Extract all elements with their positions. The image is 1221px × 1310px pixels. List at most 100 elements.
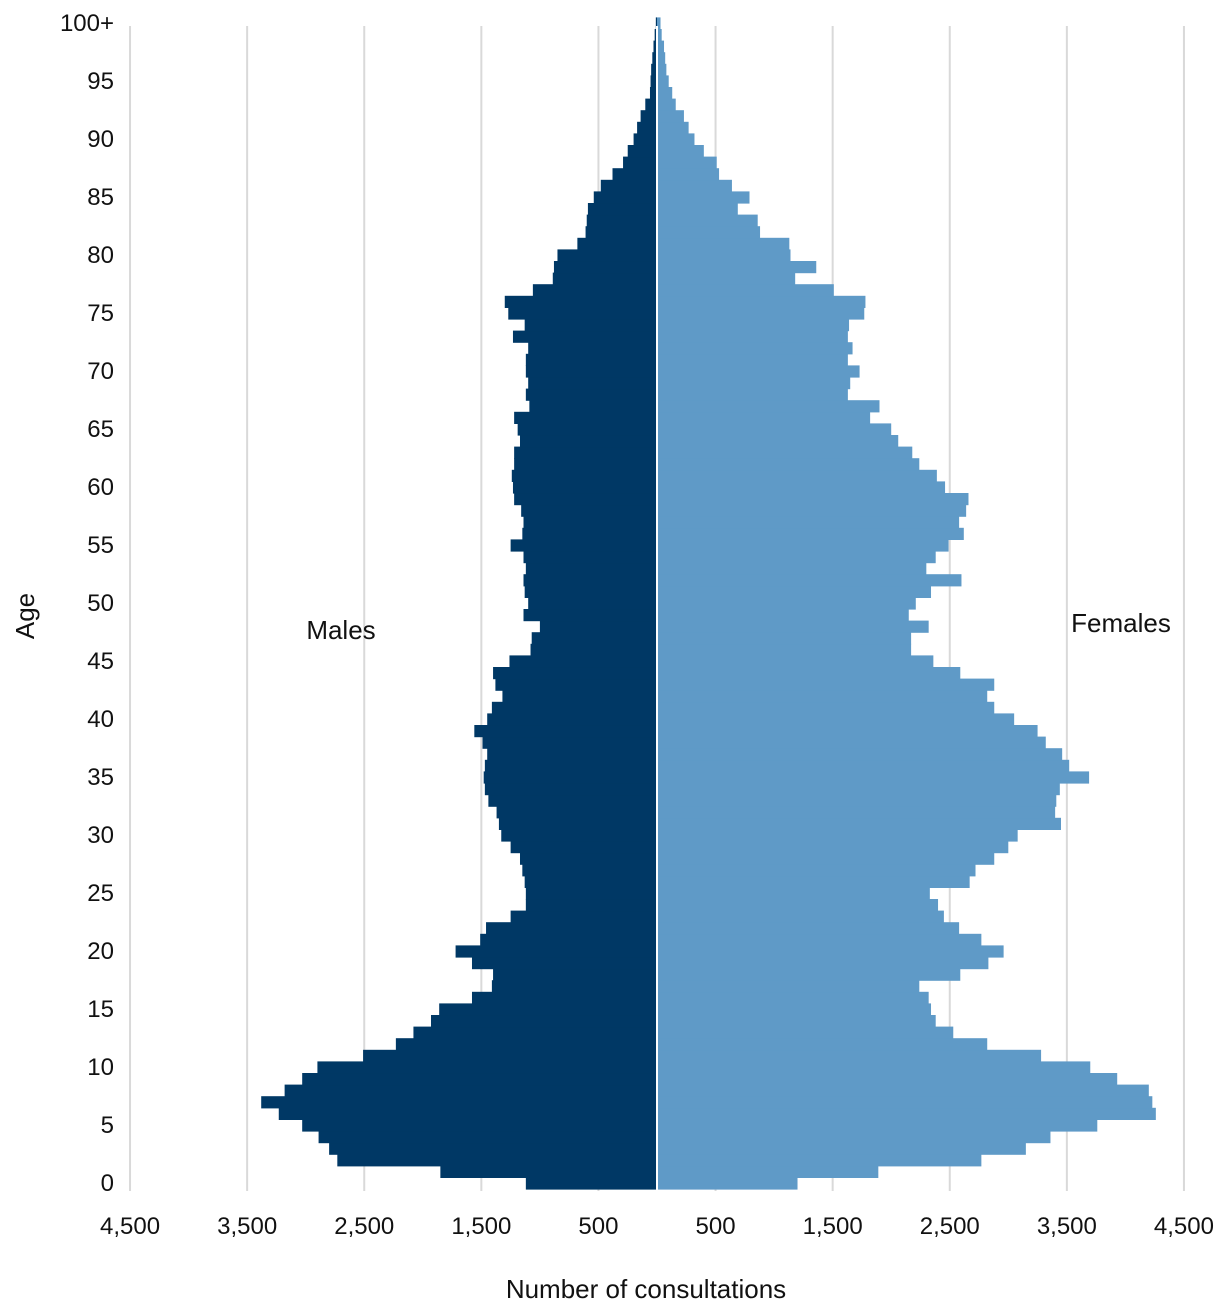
bar-males-age-92 bbox=[640, 110, 657, 123]
bar-males-age-48 bbox=[539, 620, 657, 633]
bar-females-age-29 bbox=[657, 841, 1009, 854]
bar-females-age-39 bbox=[657, 725, 1038, 738]
bar-males-age-26 bbox=[524, 875, 657, 888]
bar-males-age-27 bbox=[522, 864, 657, 877]
bar-males-age-5 bbox=[302, 1119, 657, 1132]
bar-males-age-29 bbox=[510, 841, 657, 854]
bar-females-age-27 bbox=[657, 864, 976, 877]
x-tick-label: 1,500 bbox=[803, 1213, 863, 1240]
bar-females-age-57 bbox=[657, 516, 960, 529]
bar-males-age-24 bbox=[525, 899, 657, 912]
bar-males-age-15 bbox=[439, 1003, 657, 1016]
bar-females-age-10 bbox=[657, 1061, 1091, 1074]
y-tick-label: 40 bbox=[87, 706, 114, 733]
bar-females-age-1 bbox=[657, 1165, 879, 1178]
bar-males-age-97 bbox=[652, 52, 657, 65]
bar-females-age-48 bbox=[657, 620, 929, 633]
males-label: Males bbox=[306, 615, 375, 645]
bar-females-age-43 bbox=[657, 678, 995, 691]
bar-males-age-89 bbox=[627, 145, 657, 158]
bar-males-age-33 bbox=[488, 794, 657, 807]
y-tick-label: 15 bbox=[87, 996, 114, 1023]
bar-males-age-79 bbox=[553, 261, 657, 274]
bar-males-age-23 bbox=[510, 910, 657, 923]
bar-males-age-75 bbox=[508, 307, 657, 320]
x-tick-label: 2,500 bbox=[334, 1213, 394, 1240]
bar-females-age-88 bbox=[657, 156, 717, 169]
bar-males-age-59 bbox=[514, 493, 657, 506]
bar-females-age-7 bbox=[657, 1096, 1153, 1109]
bar-males-age-77 bbox=[532, 284, 657, 297]
females-label: Females bbox=[1071, 608, 1171, 638]
bar-males-age-71 bbox=[525, 353, 657, 366]
bar-males-age-52 bbox=[523, 574, 657, 587]
bar-females-age-73 bbox=[657, 330, 848, 343]
bar-females-age-46 bbox=[657, 643, 912, 656]
bar-females-age-82 bbox=[657, 226, 761, 239]
bar-females-age-2 bbox=[657, 1154, 982, 1167]
bar-females-age-65 bbox=[657, 423, 892, 436]
bar-females-age-19 bbox=[657, 957, 989, 970]
bar-males-age-37 bbox=[487, 748, 657, 761]
x-tick-label: 500 bbox=[578, 1213, 618, 1240]
y-tick-label: 60 bbox=[87, 474, 114, 501]
bar-males-age-31 bbox=[498, 817, 657, 830]
bar-females-age-44 bbox=[657, 667, 961, 680]
bar-females-age-41 bbox=[657, 701, 995, 714]
bar-males-age-67 bbox=[529, 400, 657, 413]
y-tick-label: 45 bbox=[87, 648, 114, 675]
bar-males-age-68 bbox=[525, 388, 657, 401]
bar-females-age-90 bbox=[657, 133, 695, 146]
bar-females-age-79 bbox=[657, 261, 817, 274]
bar-females-age-23 bbox=[657, 910, 944, 923]
bar-females-age-72 bbox=[657, 342, 853, 355]
bar-females-age-69 bbox=[657, 377, 851, 390]
bar-males-age-38 bbox=[482, 736, 657, 749]
bar-males-age-35 bbox=[483, 771, 657, 784]
bar-females-age-36 bbox=[657, 759, 1070, 772]
bar-males-age-7 bbox=[261, 1096, 657, 1109]
bar-females-age-87 bbox=[657, 168, 720, 181]
bar-males-age-87 bbox=[612, 168, 657, 181]
bar-males-age-10 bbox=[317, 1061, 657, 1074]
bar-males-age-17 bbox=[491, 980, 657, 993]
bar-females-age-71 bbox=[657, 353, 848, 366]
bars bbox=[261, 17, 1156, 1190]
bar-males-age-19 bbox=[471, 957, 657, 970]
bar-females-age-5 bbox=[657, 1119, 1098, 1132]
bar-males-age-56 bbox=[522, 527, 657, 540]
bar-males-age-58 bbox=[521, 504, 657, 517]
bar-females-age-85 bbox=[657, 191, 750, 204]
bar-males-age-16 bbox=[471, 991, 657, 1004]
bar-females-age-95 bbox=[657, 75, 669, 88]
bar-females-age-30 bbox=[657, 829, 1018, 842]
bar-females-age-38 bbox=[657, 736, 1046, 749]
bar-females-age-14 bbox=[657, 1015, 936, 1028]
bar-females-age-94 bbox=[657, 87, 673, 100]
bar-females-age-20 bbox=[657, 945, 1004, 958]
bar-females-age-35 bbox=[657, 771, 1090, 784]
bar-females-age-66 bbox=[657, 411, 871, 424]
bar-females-age-51 bbox=[657, 585, 932, 598]
bar-females-age-86 bbox=[657, 179, 732, 192]
bar-males-age-81 bbox=[577, 237, 657, 250]
bar-males-age-14 bbox=[430, 1015, 657, 1028]
bar-females-age-63 bbox=[657, 446, 913, 459]
x-axis-ticks: 4,500 3,500 2,500 1,500 500 500 1,500 2,500 3,50… bbox=[100, 1213, 1214, 1240]
bar-females-age-67 bbox=[657, 400, 880, 413]
y-tick-label: 85 bbox=[87, 184, 114, 211]
y-axis-title: Age bbox=[10, 593, 40, 639]
bar-females-age-97 bbox=[657, 52, 666, 65]
bar-males-age-99 bbox=[654, 29, 657, 42]
bar-females-age-45 bbox=[657, 655, 934, 668]
bar-males-age-20 bbox=[455, 945, 657, 958]
bar-males-age-42 bbox=[502, 690, 657, 703]
bar-males-age-63 bbox=[514, 446, 657, 459]
bar-males-age-50 bbox=[528, 597, 657, 610]
bar-females-age-28 bbox=[657, 852, 995, 865]
bar-females-age-47 bbox=[657, 632, 912, 645]
bar-females-age-13 bbox=[657, 1026, 954, 1039]
x-tick-label: 4,500 bbox=[100, 1213, 160, 1240]
bar-females-age-26 bbox=[657, 875, 970, 888]
